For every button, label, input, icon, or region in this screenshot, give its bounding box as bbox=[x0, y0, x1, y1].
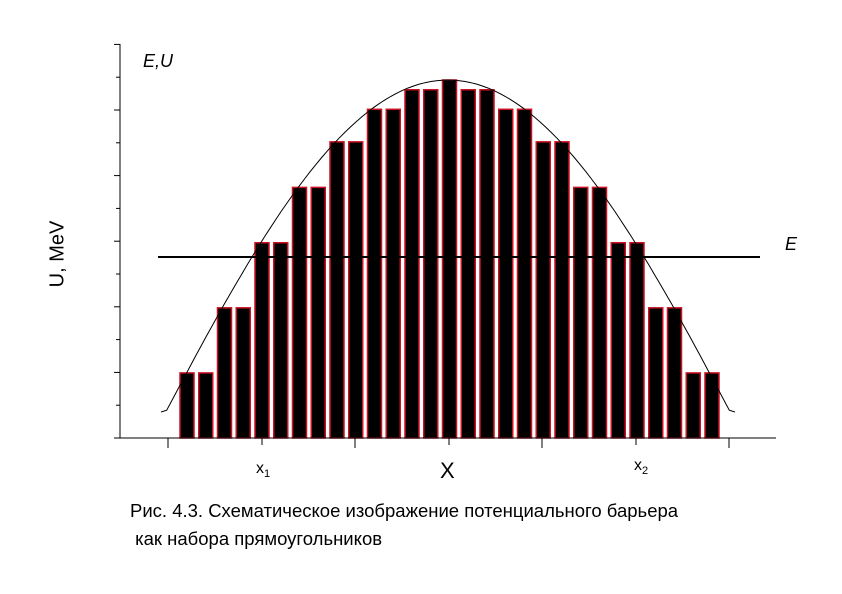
bar-9 bbox=[329, 141, 345, 439]
bar-12 bbox=[385, 108, 401, 439]
bar-14 bbox=[423, 89, 439, 439]
x1-base: x bbox=[256, 460, 264, 477]
bar-7 bbox=[291, 186, 308, 439]
bar-26 bbox=[648, 307, 664, 439]
bar-10 bbox=[348, 141, 364, 439]
bar-6 bbox=[273, 241, 289, 439]
bar-19 bbox=[516, 108, 533, 439]
x2-base: x bbox=[634, 457, 642, 474]
bar-16 bbox=[460, 89, 476, 439]
bar-17 bbox=[479, 89, 495, 439]
bar-25 bbox=[629, 241, 645, 439]
bar-3 bbox=[216, 307, 233, 439]
bar-22 bbox=[573, 186, 589, 439]
bar-1 bbox=[179, 372, 195, 439]
x2-subscript: 2 bbox=[642, 465, 649, 478]
corner-axis-label: E,U bbox=[143, 51, 174, 71]
bar-27 bbox=[666, 307, 683, 439]
bar-13 bbox=[404, 89, 420, 439]
bar-8 bbox=[310, 186, 326, 439]
bar-23 bbox=[591, 186, 608, 439]
bars-group bbox=[179, 79, 720, 439]
caption-line-1: Рис. 4.3. Схематическое изображение поте… bbox=[130, 500, 679, 521]
figure-caption: Рис. 4.3. Схематическое изображение поте… bbox=[130, 497, 678, 553]
bar-21 bbox=[554, 141, 570, 439]
axes-group bbox=[114, 43, 776, 448]
bar-24 bbox=[610, 241, 626, 439]
bar-18 bbox=[498, 108, 514, 439]
x-axis-label: X bbox=[440, 458, 455, 483]
bar-11 bbox=[366, 108, 383, 439]
bar-4 bbox=[235, 307, 251, 439]
energy-level-label: E bbox=[785, 234, 798, 254]
bar-20 bbox=[535, 141, 551, 439]
x1-subscript: 1 bbox=[264, 468, 271, 481]
bar-29 bbox=[704, 372, 720, 439]
barrier-curve bbox=[160, 79, 736, 413]
bar-2 bbox=[198, 372, 214, 439]
bar-5 bbox=[254, 241, 270, 439]
y-axis-label: U, MeV bbox=[46, 220, 69, 288]
caption-line-2: как набора прямоугольников bbox=[130, 528, 383, 549]
bar-28 bbox=[685, 372, 701, 439]
bar-15 bbox=[441, 79, 458, 439]
x2-label: x2 bbox=[634, 457, 648, 477]
x1-label: x1 bbox=[256, 460, 270, 480]
